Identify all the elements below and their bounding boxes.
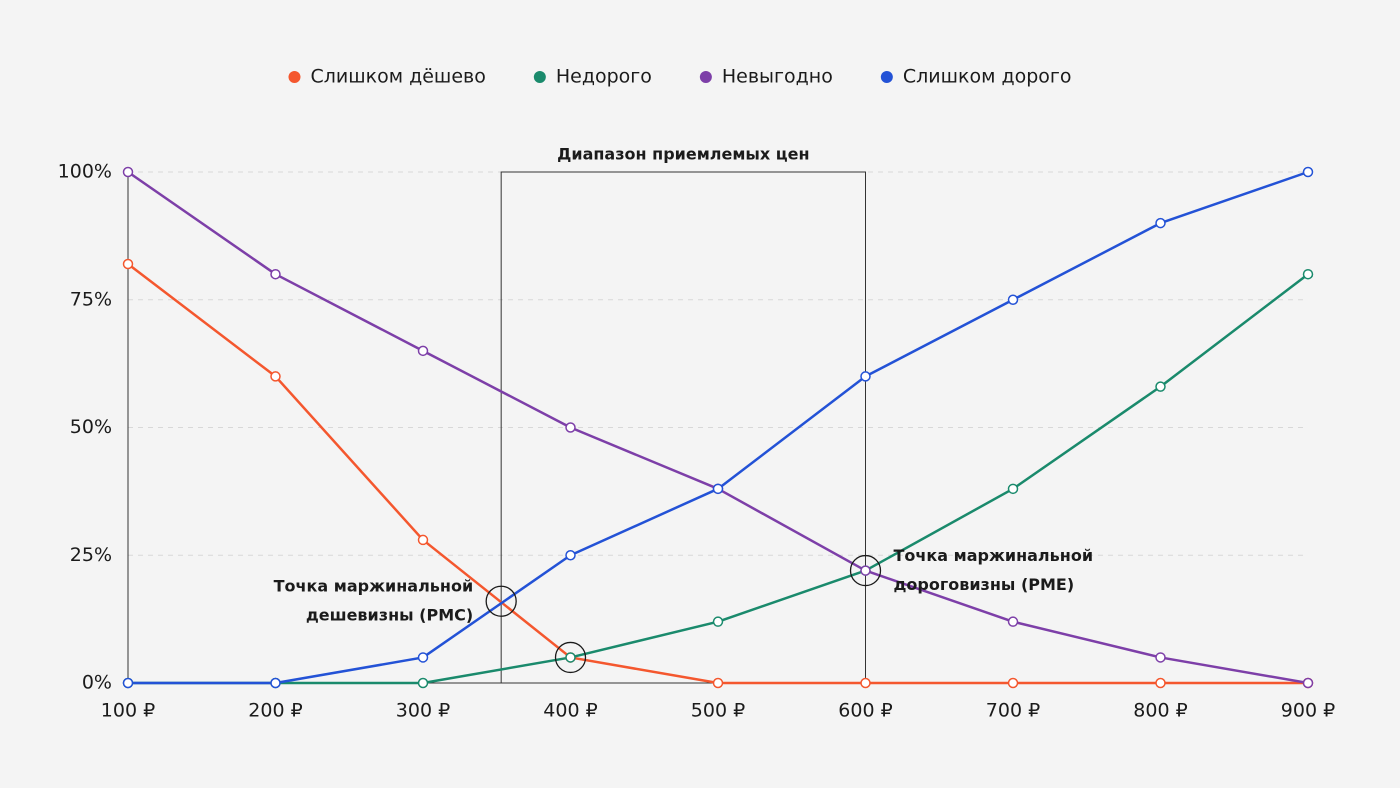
point [417, 345, 429, 357]
point [417, 534, 429, 546]
y-tick-label: 0% [82, 672, 112, 694]
point [1155, 652, 1166, 663]
point [122, 166, 134, 178]
x-tick-label: 100 ₽ [101, 700, 155, 722]
point [1155, 381, 1166, 392]
point [270, 371, 281, 382]
legend-label: Недорого [556, 66, 652, 88]
point [712, 483, 724, 495]
point [565, 550, 576, 561]
point [860, 677, 871, 689]
annotation-label: Точка маржинальной [274, 577, 474, 596]
point [860, 371, 871, 382]
point [270, 268, 281, 280]
point [122, 677, 134, 689]
legend-marker [699, 71, 712, 83]
x-tick-label: 600 ₽ [838, 700, 892, 722]
legend-marker [880, 71, 893, 83]
x-tick-label: 300 ₽ [396, 700, 450, 722]
point [565, 652, 576, 663]
point [860, 565, 871, 576]
annotation-circle [849, 554, 882, 587]
legend-label: Слишком дёшево [310, 66, 485, 88]
point [1155, 677, 1166, 689]
point [712, 616, 724, 627]
x-tick-label: 700 ₽ [986, 700, 1040, 722]
range-label: Диапазон приемлемых цен [557, 145, 809, 164]
annotation-label: дешевизны (PMC) [306, 606, 473, 625]
point [270, 677, 281, 689]
y-tick-label: 50% [70, 416, 112, 438]
legend-label: Невыгодно [722, 66, 833, 88]
point [1007, 616, 1019, 627]
y-tick-label: 75% [70, 288, 112, 310]
x-tick-label: 500 ₽ [691, 700, 745, 722]
point [417, 652, 429, 663]
annotation-circle [485, 585, 517, 617]
point [1007, 677, 1019, 689]
annotation-label: дороговизны (PME) [894, 575, 1075, 594]
x-tick-label: 400 ₽ [543, 700, 597, 722]
point [1155, 217, 1166, 229]
range-box [500, 171, 866, 683]
x-tick-label: 800 ₽ [1133, 700, 1187, 722]
legend-label: Слишком дорого [903, 66, 1072, 88]
point [1007, 483, 1019, 495]
legend: Слишком дёшево Недорого Невыгодно Слишком д… [288, 66, 1072, 88]
annotation-circle [554, 641, 587, 674]
point [1007, 294, 1019, 305]
point [1302, 677, 1314, 689]
point [1302, 166, 1314, 178]
point [565, 422, 576, 433]
legend-marker [533, 71, 546, 83]
point [712, 677, 724, 689]
point [417, 677, 429, 689]
point [122, 258, 134, 270]
legend-marker [288, 71, 301, 83]
y-tick-label: 25% [70, 544, 112, 566]
x-tick-label: 200 ₽ [248, 700, 302, 722]
annotation-label: Точка маржинальной [894, 546, 1094, 565]
x-tick-label: 900 ₽ [1281, 700, 1335, 722]
y-tick-label: 100% [58, 161, 112, 183]
point [1302, 268, 1314, 280]
